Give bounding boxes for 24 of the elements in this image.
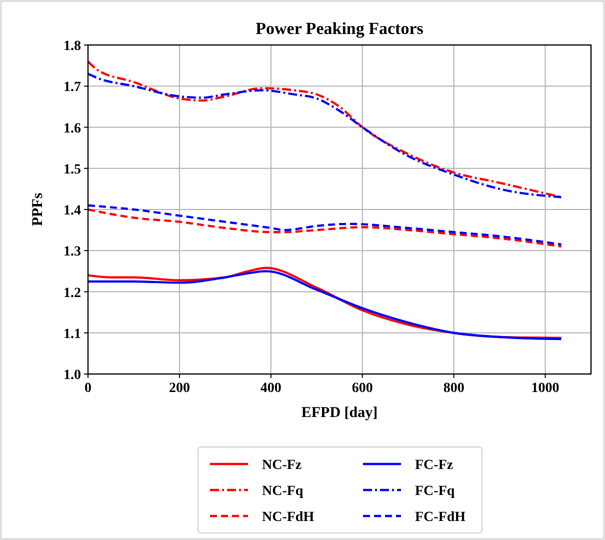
x-tick-label: 1000 [531,381,560,396]
chart-title: Power Peaking Factors [256,19,424,38]
y-tick-label: 1.4 [64,204,81,218]
x-tick-label: 0 [84,381,92,396]
y-tick-label: 1.6 [64,121,81,136]
x-tick-label: 800 [443,381,464,396]
legend-label: FC-FdH [415,510,466,525]
legend-label: FC-Fz [415,458,454,473]
y-tick-label: 1.0 [64,368,81,383]
x-tick-label: 200 [168,381,190,396]
x-tick-label: 600 [352,381,373,396]
x-tick-label: 400 [260,381,282,396]
y-tick-label: 1.3 [64,244,81,260]
y-tick-label: 1.2 [64,286,81,301]
x-axis-title: EFPD [day] [301,405,378,421]
y-axis-title: PPFs [30,192,46,226]
legend-label: NC-Fz [262,458,302,473]
y-tick-label: 1.8 [64,39,81,54]
y-tick-label: 1.1 [64,326,81,342]
legend-label: NC-Fq [262,484,304,499]
y-tick-label: 1.5 [64,162,81,178]
legend-label: NC-FdH [262,510,314,525]
y-tick-label: 1.7 [64,80,81,96]
legend-label: FC-Fq [415,484,455,499]
